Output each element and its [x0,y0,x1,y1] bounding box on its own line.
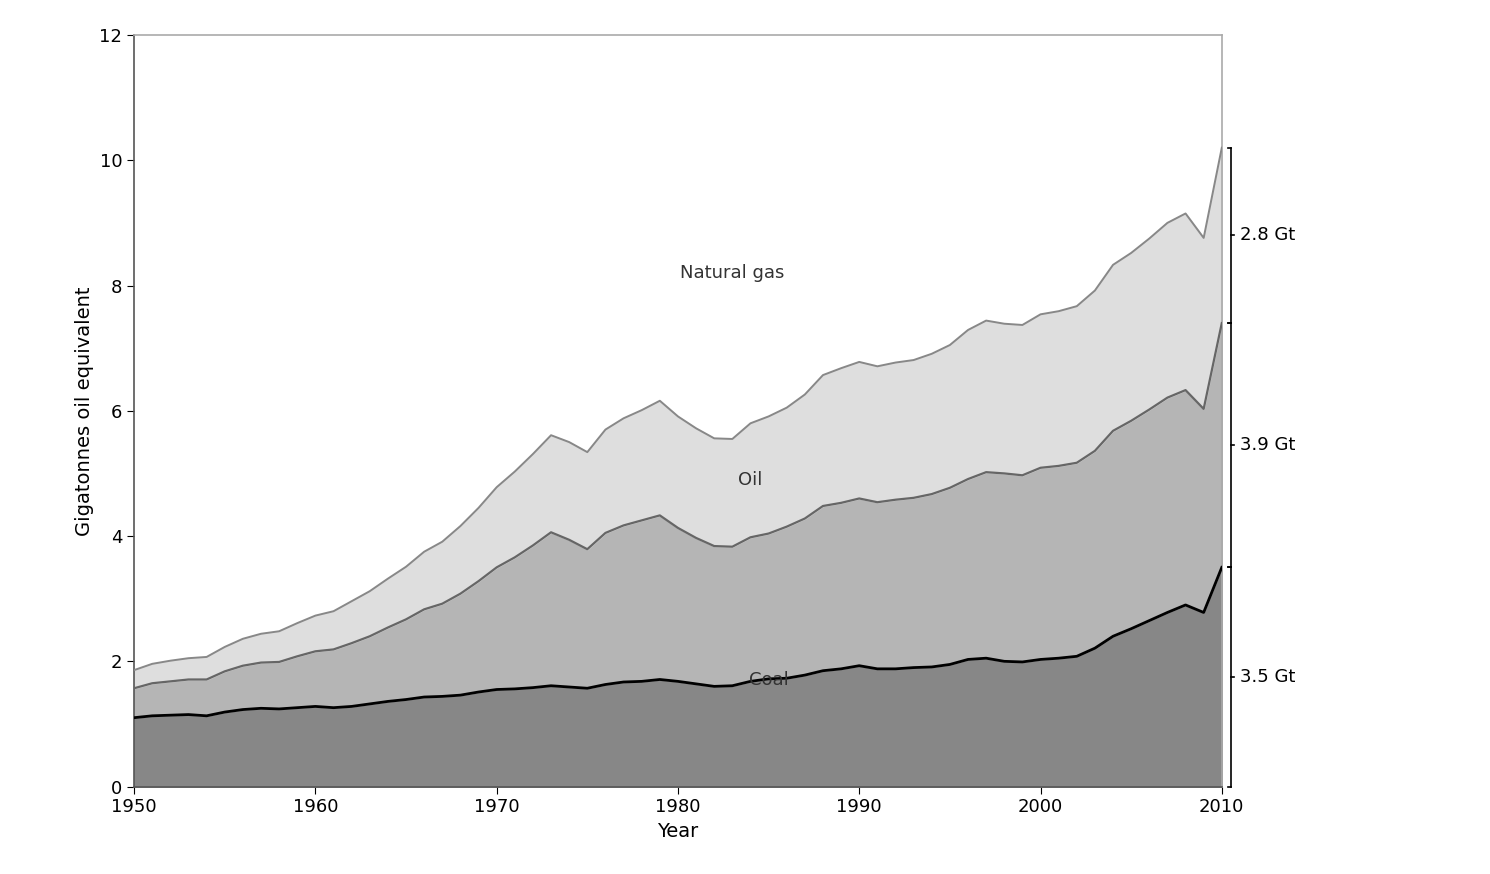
Text: 2.8 Gt: 2.8 Gt [1240,226,1295,245]
Text: Natural gas: Natural gas [679,264,785,282]
X-axis label: Year: Year [657,822,699,841]
Y-axis label: Gigatonnes oil equivalent: Gigatonnes oil equivalent [74,286,94,536]
Text: 3.9 Gt: 3.9 Gt [1240,436,1295,454]
Text: Oil: Oil [738,471,763,489]
Text: 3.5 Gt: 3.5 Gt [1240,668,1295,686]
Text: Coal: Coal [748,671,788,689]
